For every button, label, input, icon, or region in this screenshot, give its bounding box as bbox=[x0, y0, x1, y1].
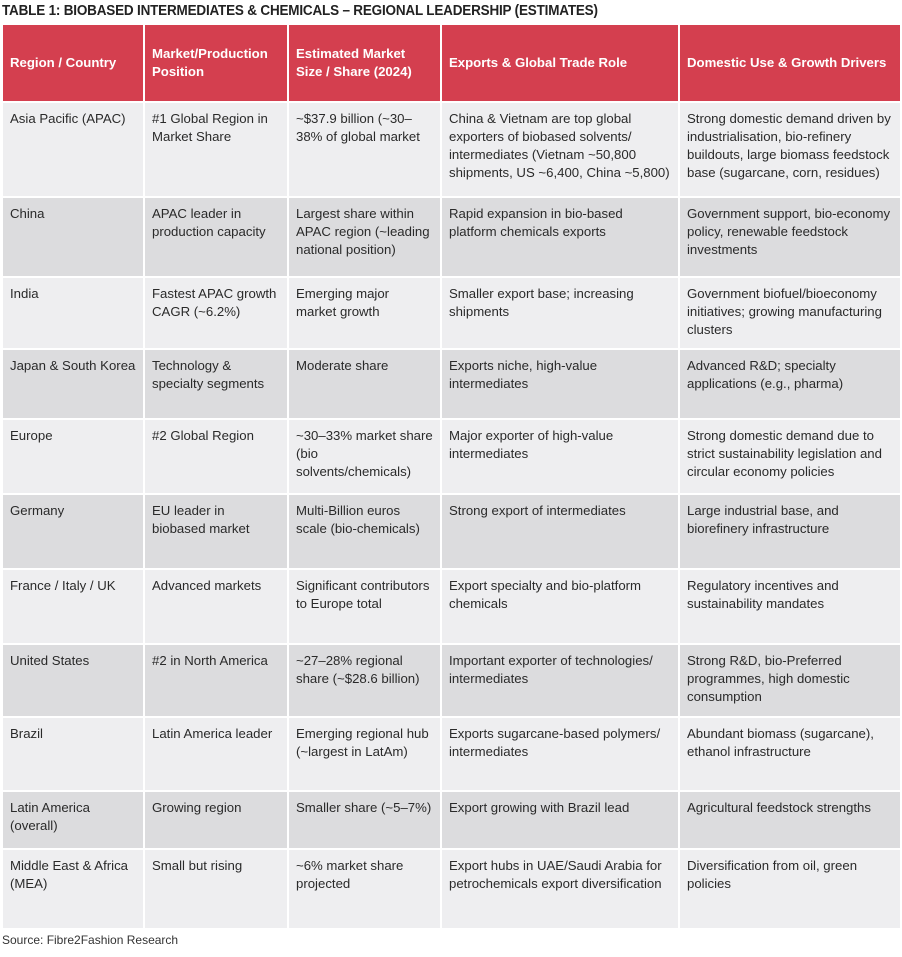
header-row: Region / Country Market/Production Positi… bbox=[1, 23, 902, 103]
column-header: Exports & Global Trade Role bbox=[440, 23, 680, 103]
table-cell: ~30–33% market share (bio solvents/chemi… bbox=[287, 418, 442, 495]
table-cell: Brazil bbox=[1, 716, 145, 792]
column-header: Region / Country bbox=[1, 23, 145, 103]
table-cell: Major exporter of high-value intermediat… bbox=[440, 418, 680, 495]
table-cell: Agricultural feedstock strengths bbox=[678, 790, 902, 850]
table-cell: Technology & specialty segments bbox=[143, 348, 289, 420]
table-cell: Advanced R&D; specialty applications (e.… bbox=[678, 348, 902, 420]
table-row: Latin America (overall) Growing region Sma… bbox=[1, 790, 902, 850]
table-cell: Small but rising bbox=[143, 848, 289, 930]
table-row: India Fastest APAC growth CAGR (~6.2%) Eme… bbox=[1, 276, 902, 350]
table-cell: ~27–28% regional share (~$28.6 billion) bbox=[287, 643, 442, 718]
table-cell: Exports niche, high-value intermediates bbox=[440, 348, 680, 420]
table-row: Japan & South Korea Technology & specialt… bbox=[1, 348, 902, 420]
table-cell: Emerging major market growth bbox=[287, 276, 442, 350]
table-cell: Multi-Billion euros scale (bio-chemicals… bbox=[287, 493, 442, 570]
table-cell: Latin America (overall) bbox=[1, 790, 145, 850]
table-cell: Exports sugarcane-based polymers/ interm… bbox=[440, 716, 680, 792]
table-cell: Strong domestic demand driven by industr… bbox=[678, 101, 902, 198]
table-cell: Europe bbox=[1, 418, 145, 495]
table-cell: Advanced markets bbox=[143, 568, 289, 645]
table-cell: Japan & South Korea bbox=[1, 348, 145, 420]
table-cell: Middle East & Africa (MEA) bbox=[1, 848, 145, 930]
table-row: France / Italy / UK Advanced markets Signi… bbox=[1, 568, 902, 645]
table-cell: APAC leader in production capacity bbox=[143, 196, 289, 278]
table-cell: Important exporter of technologies/ inte… bbox=[440, 643, 680, 718]
table-cell: China bbox=[1, 196, 145, 278]
table-row: China APAC leader in production capacity L… bbox=[1, 196, 902, 278]
table-cell: Germany bbox=[1, 493, 145, 570]
table-cell: Growing region bbox=[143, 790, 289, 850]
table-cell: #1 Global Region in Market Share bbox=[143, 101, 289, 198]
table-cell: Diversification from oil, green policies bbox=[678, 848, 902, 930]
column-header: Market/Production Position bbox=[143, 23, 289, 103]
column-header: Estimated Market Size / Share (2024) bbox=[287, 23, 442, 103]
table-cell: China & Vietnam are top global exporters… bbox=[440, 101, 680, 198]
table-cell: Government support, bio-economy policy, … bbox=[678, 196, 902, 278]
table-row: United States #2 in North America ~27–28% … bbox=[1, 643, 902, 718]
table-cell: Export growing with Brazil lead bbox=[440, 790, 680, 850]
table-cell: Latin America leader bbox=[143, 716, 289, 792]
table-cell: EU leader in biobased market bbox=[143, 493, 289, 570]
table-cell: Government biofuel/bioeconomy initiative… bbox=[678, 276, 902, 350]
regional-leadership-table: Region / Country Market/Production Positi… bbox=[1, 23, 902, 930]
table-cell: Strong R&D, bio-Preferred programmes, hi… bbox=[678, 643, 902, 718]
table-cell: Strong export of intermediates bbox=[440, 493, 680, 570]
table-cell: United States bbox=[1, 643, 145, 718]
table-cell: Emerging regional hub (~largest in LatAm… bbox=[287, 716, 442, 792]
table-cell: Strong domestic demand due to strict sus… bbox=[678, 418, 902, 495]
table-cell: Export specialty and bio-platform chemic… bbox=[440, 568, 680, 645]
table-cell: Moderate share bbox=[287, 348, 442, 420]
table-cell: Export hubs in UAE/Saudi Arabia for petr… bbox=[440, 848, 680, 930]
table-cell: France / Italy / UK bbox=[1, 568, 145, 645]
table-row: Germany EU leader in biobased market Multi… bbox=[1, 493, 902, 570]
table-row: Europe #2 Global Region ~30–33% market sha… bbox=[1, 418, 902, 495]
table-row: Asia Pacific (APAC) #1 Global Region in M… bbox=[1, 101, 902, 198]
table-cell: #2 Global Region bbox=[143, 418, 289, 495]
table-cell: Regulatory incentives and sustainability… bbox=[678, 568, 902, 645]
column-header: Domestic Use & Growth Drivers bbox=[678, 23, 902, 103]
table-cell: Abundant biomass (sugarcane), ethanol in… bbox=[678, 716, 902, 792]
table-row: Middle East & Africa (MEA) Small but risi… bbox=[1, 848, 902, 930]
table-cell: Fastest APAC growth CAGR (~6.2%) bbox=[143, 276, 289, 350]
table-cell: Large industrial base, and biorefinery i… bbox=[678, 493, 902, 570]
table-title: TABLE 1: BIOBASED INTERMEDIATES & CHEMIC… bbox=[2, 3, 598, 19]
table-cell: #2 in North America bbox=[143, 643, 289, 718]
table-cell: India bbox=[1, 276, 145, 350]
table-cell: Asia Pacific (APAC) bbox=[1, 101, 145, 198]
table-row: Brazil Latin America leader Emerging regio… bbox=[1, 716, 902, 792]
table-cell: Smaller export base; increasing shipment… bbox=[440, 276, 680, 350]
table-cell: Largest share within APAC region (~leadi… bbox=[287, 196, 442, 278]
source-note: Source: Fibre2Fashion Research bbox=[2, 933, 179, 947]
table-cell: ~$37.9 billion (~30–38% of global market bbox=[287, 101, 442, 198]
table-cell: ~6% market share projected bbox=[287, 848, 442, 930]
table-cell: Significant contributors to Europe total bbox=[287, 568, 442, 645]
table-cell: Rapid expansion in bio-based platform ch… bbox=[440, 196, 680, 278]
table-cell: Smaller share (~5–7%) bbox=[287, 790, 442, 850]
